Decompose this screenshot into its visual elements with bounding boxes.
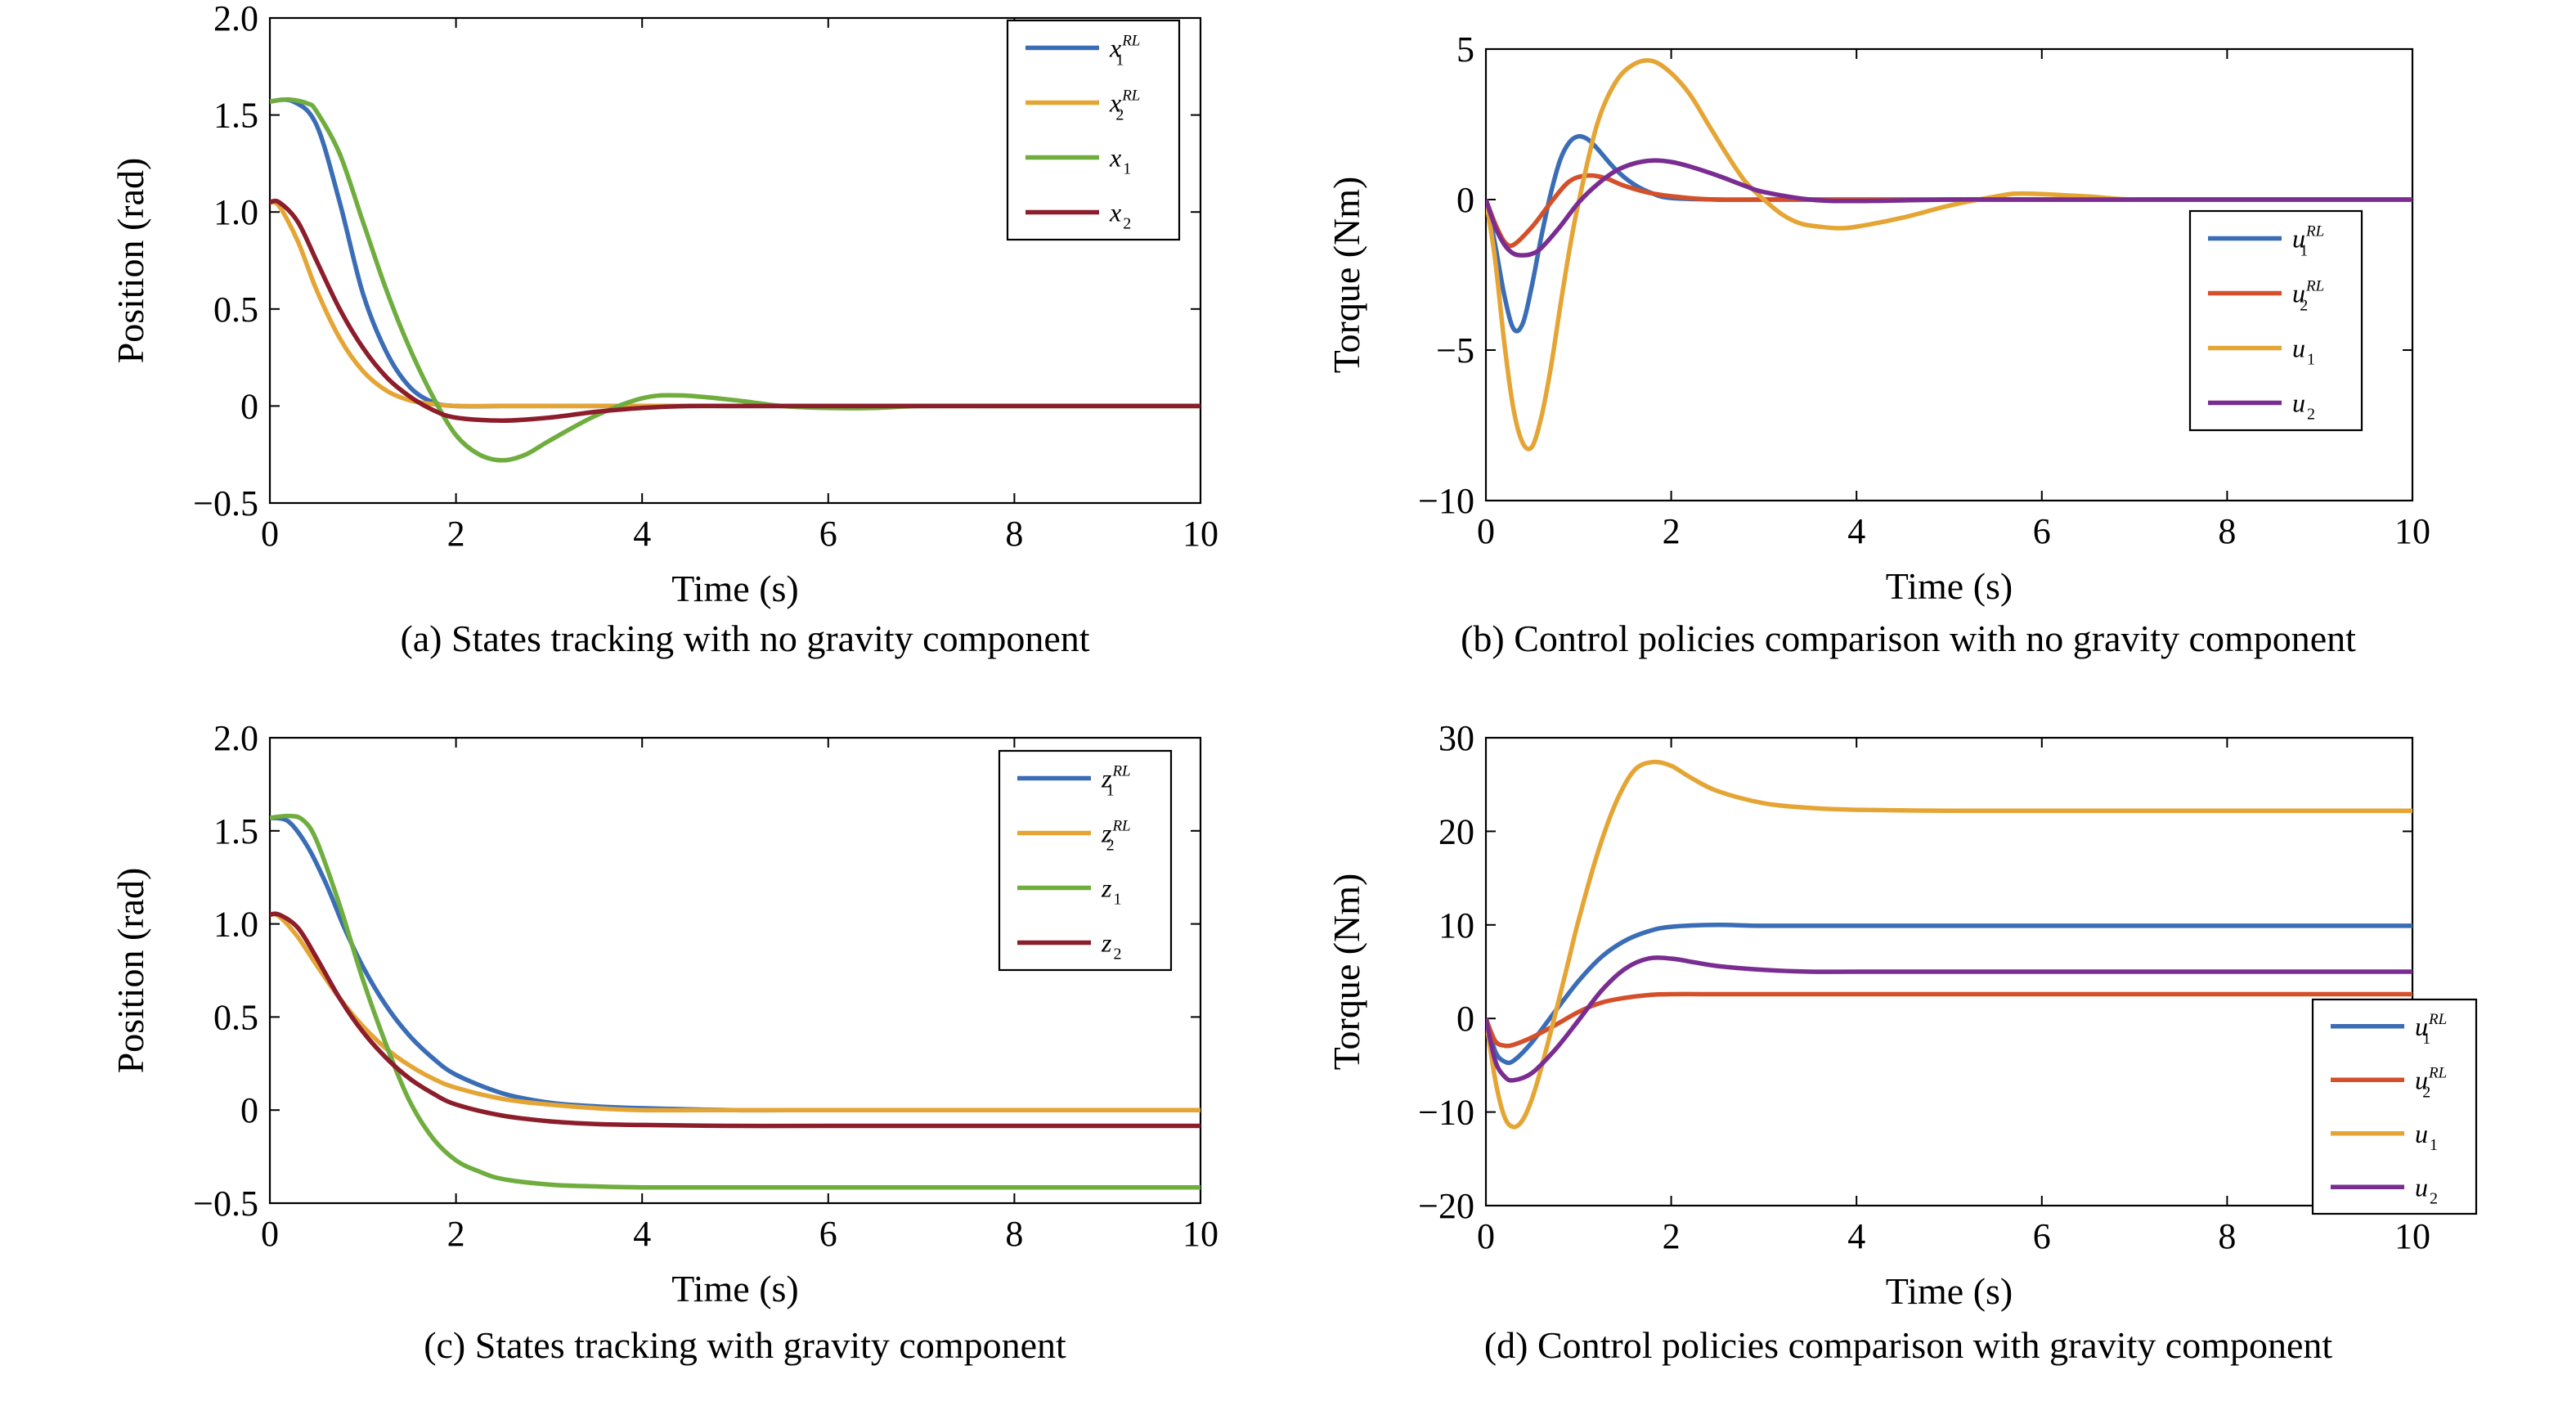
- x-tick-label: 0: [261, 514, 279, 554]
- legend-label: uRL 2: [2415, 1064, 2447, 1101]
- x-tick-label: 0: [261, 1214, 279, 1254]
- legend-label: zRL 2: [1101, 818, 1131, 855]
- x-tick-label: 2: [447, 514, 465, 554]
- y-tick-label: 0: [1456, 180, 1474, 220]
- legend-label: uRL 2: [2292, 278, 2324, 315]
- x-tick-label: 6: [819, 1214, 837, 1254]
- series-line-u1: [1486, 759, 2412, 1130]
- chart-panel-d: 0 2 4 6 8 10 −20 −10 0 10 20 30 Time (s) Torque (Nm) (…: [1326, 718, 2478, 1366]
- x-tick-label: 8: [1005, 1214, 1023, 1254]
- chart-caption: (c) States tracking with gravity compone…: [424, 1324, 1066, 1366]
- x-tick-label: 10: [1183, 1214, 1218, 1254]
- y-tick-label: 2.0: [213, 0, 258, 38]
- y-tick-label: −10: [1418, 481, 1474, 521]
- y-tick-label: 0: [240, 386, 258, 426]
- x-tick-label: 6: [819, 514, 837, 554]
- x-tick-label: 10: [2394, 1216, 2430, 1256]
- x-tick-label: 2: [447, 1214, 465, 1254]
- y-tick-label: 0: [1456, 999, 1474, 1039]
- y-tick-label: 10: [1438, 905, 1474, 946]
- series-line-u1: [1486, 58, 2412, 451]
- y-tick-label: 1.5: [213, 96, 258, 136]
- y-tick-label: 1.0: [213, 192, 258, 232]
- legend-box: [2311, 998, 2478, 1215]
- x-tick-label: 0: [1477, 511, 1495, 551]
- series-line-x2: [270, 198, 1200, 423]
- y-axis-label: Torque (Nm): [1326, 177, 1367, 374]
- y-tick-label: 20: [1438, 811, 1474, 851]
- x-tick-label: 10: [1183, 514, 1218, 554]
- x-tick-label: 8: [2218, 1216, 2236, 1256]
- x-tick-label: 8: [2218, 511, 2236, 551]
- legend-label: xRL 2: [1109, 88, 1140, 124]
- chart-caption: (a) States tracking with no gravity comp…: [400, 618, 1089, 659]
- x-tick-label: 8: [1005, 514, 1023, 554]
- x-tick-label: 6: [2033, 511, 2051, 551]
- x-tick-label: 4: [1847, 1216, 1865, 1256]
- series-line-u1-rl: [1486, 923, 2412, 1066]
- x-axis-label: Time (s): [1886, 1270, 2013, 1312]
- chart-caption: (d) Control policies comparison with gra…: [1484, 1324, 2333, 1366]
- y-tick-label: −0.5: [193, 483, 258, 523]
- y-tick-label: 2.0: [213, 718, 258, 758]
- y-axis-label: Torque (Nm): [1326, 874, 1367, 1071]
- legend-box: [998, 749, 1173, 972]
- legend-label: uRL 1: [2415, 1011, 2447, 1048]
- x-tick-label: 2: [1663, 1216, 1681, 1256]
- chart-caption: (b) Control policies comparison with no …: [1461, 618, 2356, 659]
- y-tick-label: −10: [1418, 1093, 1474, 1133]
- legend: uRL 1 uRL 2 u 1 u 2: [2311, 998, 2478, 1215]
- y-tick-label: 1.5: [213, 811, 258, 851]
- series-line-u2-rl: [1486, 991, 2412, 1049]
- y-tick-label: −0.5: [193, 1184, 258, 1224]
- series-line-u2: [1486, 955, 2412, 1083]
- series-line-z2-rl: [270, 912, 1200, 1113]
- series-line-z1: [270, 813, 1200, 1190]
- x-tick-label: 0: [1477, 1216, 1495, 1256]
- legend-label: zRL 1: [1101, 763, 1131, 800]
- y-tick-label: −5: [1436, 330, 1474, 371]
- y-tick-label: 0.5: [213, 290, 258, 330]
- legend-label: uRL 1: [2292, 223, 2324, 260]
- y-tick-label: 1.0: [213, 905, 258, 945]
- y-tick-label: −20: [1418, 1186, 1474, 1226]
- y-tick-label: 0: [240, 1090, 258, 1130]
- x-tick-label: 6: [2033, 1216, 2051, 1256]
- y-tick-label: 5: [1456, 29, 1474, 70]
- legend: uRL 1 uRL 2 u 1 u 2: [2188, 209, 2363, 432]
- x-tick-label: 4: [633, 514, 651, 554]
- chart-panel-b: 0 2 4 6 8 10 −10 −5 0 5 Time (s) Torque (Nm) (b) Con…: [1326, 29, 2430, 659]
- legend: xRL 1 xRL 2 x 1 x 2: [1006, 19, 1181, 241]
- legend-label: xRL 1: [1109, 33, 1140, 70]
- x-axis-label: Time (s): [671, 1268, 799, 1309]
- y-tick-label: 0.5: [213, 997, 258, 1037]
- y-axis-label: Position (rad): [110, 158, 151, 364]
- series-line-z2: [270, 911, 1200, 1129]
- x-tick-label: 4: [1847, 511, 1865, 551]
- legend-box: [1006, 19, 1181, 241]
- series-line-u2: [1486, 158, 2412, 258]
- legend-box: [2188, 209, 2363, 432]
- x-axis-label: Time (s): [1886, 565, 2013, 607]
- legend: zRL 1 zRL 2 z 1 z 2: [998, 749, 1173, 972]
- x-tick-label: 10: [2394, 511, 2430, 551]
- y-tick-label: 30: [1438, 718, 1474, 758]
- x-axis-label: Time (s): [671, 568, 799, 609]
- x-tick-label: 2: [1663, 511, 1681, 551]
- y-axis-label: Position (rad): [110, 868, 151, 1074]
- x-tick-label: 4: [633, 1214, 651, 1254]
